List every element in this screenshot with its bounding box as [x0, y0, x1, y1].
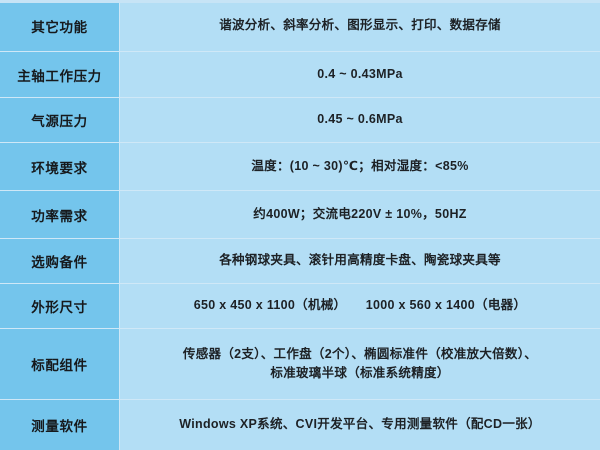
table-row: 选购备件 各种钢球夹具、滚针用高精度卡盘、陶瓷球夹具等	[0, 239, 600, 284]
row-label-cell: 选购备件	[0, 239, 120, 283]
row-label-text: 测量软件	[31, 419, 88, 434]
row-value-cell: 0.45 ~ 0.6MPa	[120, 98, 600, 142]
row-value-cell: 传感器（2支）、工作盘（2个）、椭圆标准件（校准放大倍数）、 标准玻璃半球（标准…	[120, 329, 600, 399]
row-label-cell: 功率需求	[0, 191, 120, 238]
row-value-cell: 约400W；交流电220V ± 10%，50HZ	[120, 191, 600, 238]
table-row: 主轴工作压力 0.4 ~ 0.43MPa	[0, 52, 600, 98]
row-label-text: 主轴工作压力	[17, 68, 102, 84]
row-label-text: 标配组件	[31, 358, 88, 373]
row-value-cell: 谐波分析、斜率分析、图形显示、打印、数据存储	[120, 0, 600, 51]
row-value-cell: Windows XP系统、CVI开发平台、专用测量软件（配CD一张）	[120, 400, 600, 450]
row-value-text: 0.45 ~ 0.6MPa	[317, 112, 403, 127]
row-value-cell: 650 x 450 x 1100（机械） 1000 x 560 x 1400（电…	[120, 284, 600, 328]
row-value-text: 各种钢球夹具、滚针用高精度卡盘、陶瓷球夹具等	[219, 253, 501, 268]
row-value-text: Windows XP系统、CVI开发平台、专用测量软件（配CD一张）	[179, 417, 541, 432]
row-value-cell: 0.4 ~ 0.43MPa	[120, 52, 600, 97]
row-label-text: 功率需求	[31, 208, 88, 224]
row-label-text: 环境要求	[31, 160, 88, 176]
table-row: 气源压力 0.45 ~ 0.6MPa	[0, 98, 600, 143]
row-label-text: 其它功能	[31, 19, 88, 35]
row-label-text: 外形尺寸	[31, 300, 88, 315]
row-value-text: 传感器（2支）、工作盘（2个）、椭圆标准件（校准放大倍数）、 标准玻璃半球（标准…	[182, 346, 538, 380]
row-value-text: 约400W；交流电220V ± 10%，50HZ	[253, 206, 467, 221]
table-row: 环境要求 温度：(10 ~ 30)℃；相对湿度：<85%	[0, 143, 600, 191]
row-value-cell: 温度：(10 ~ 30)℃；相对湿度：<85%	[120, 143, 600, 190]
row-value-text: 650 x 450 x 1100（机械） 1000 x 560 x 1400（电…	[193, 298, 527, 313]
row-label-cell: 气源压力	[0, 98, 120, 142]
row-value-text: 谐波分析、斜率分析、图形显示、打印、数据存储	[219, 17, 501, 32]
table-row: 测量软件 Windows XP系统、CVI开发平台、专用测量软件（配CD一张）	[0, 400, 600, 450]
row-value-cell: 各种钢球夹具、滚针用高精度卡盘、陶瓷球夹具等	[120, 239, 600, 283]
row-label-cell: 主轴工作压力	[0, 52, 120, 97]
row-label-cell: 环境要求	[0, 143, 120, 190]
row-label-text: 气源压力	[31, 114, 88, 129]
row-label-cell: 外形尺寸	[0, 284, 120, 328]
table-row: 功率需求 约400W；交流电220V ± 10%，50HZ	[0, 191, 600, 239]
table-row: 外形尺寸 650 x 450 x 1100（机械） 1000 x 560 x 1…	[0, 284, 600, 329]
row-label-cell: 其它功能	[0, 0, 120, 51]
table-row: 标配组件 传感器（2支）、工作盘（2个）、椭圆标准件（校准放大倍数）、 标准玻璃…	[0, 329, 600, 400]
row-label-text: 选购备件	[31, 255, 88, 270]
row-value-text: 温度：(10 ~ 30)℃；相对湿度：<85%	[251, 158, 469, 173]
row-label-cell: 标配组件	[0, 329, 120, 399]
row-value-text: 0.4 ~ 0.43MPa	[317, 66, 403, 81]
table-row: 其它功能 谐波分析、斜率分析、图形显示、打印、数据存储	[0, 0, 600, 52]
row-label-cell: 测量软件	[0, 400, 120, 450]
